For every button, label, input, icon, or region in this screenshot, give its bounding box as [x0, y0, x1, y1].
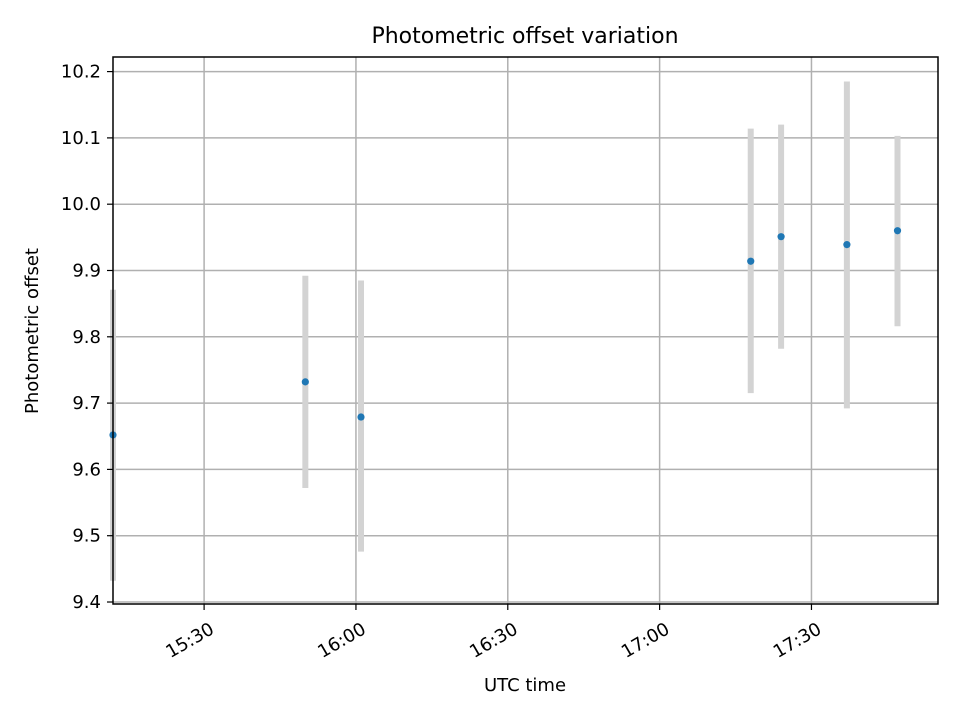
- plot-frame: [112, 56, 939, 605]
- y-tick-label: 9.8: [72, 327, 101, 348]
- data-points: [109, 227, 902, 439]
- y-tick-label: 10.1: [61, 128, 101, 149]
- y-tick-label: 9.6: [72, 459, 101, 480]
- y-axis-label: Photometric offset: [22, 248, 43, 414]
- x-tick-label: 15:30: [162, 619, 217, 663]
- data-point: [893, 227, 902, 235]
- y-tick-label: 9.5: [72, 526, 101, 547]
- y-tick-label: 9.7: [72, 393, 101, 414]
- y-axis: 9.4 9.5 9.6 9.7 9.8 9.9 10.0 10.1 10.2: [61, 62, 113, 613]
- data-point: [357, 413, 365, 421]
- x-tick-label: 17:00: [618, 619, 673, 663]
- x-tick-label: 16:30: [466, 619, 521, 663]
- data-point: [843, 241, 851, 249]
- data-point: [747, 257, 755, 265]
- y-tick-label: 10.0: [61, 194, 101, 215]
- grid: [113, 57, 938, 604]
- x-tick-label: 16:00: [314, 619, 369, 663]
- data-point: [777, 233, 785, 241]
- chart-title: Photometric offset variation: [371, 24, 678, 49]
- y-tick-label: 10.2: [61, 62, 101, 83]
- error-bars: [110, 81, 901, 581]
- data-point: [301, 378, 309, 386]
- x-axis: 15:30 16:00 16:30 17:00 17:30: [162, 604, 825, 663]
- y-tick-label: 9.9: [72, 260, 101, 281]
- x-axis-label: UTC time: [484, 675, 566, 696]
- x-tick-label: 17:30: [770, 619, 825, 663]
- y-tick-label: 9.4: [72, 592, 101, 613]
